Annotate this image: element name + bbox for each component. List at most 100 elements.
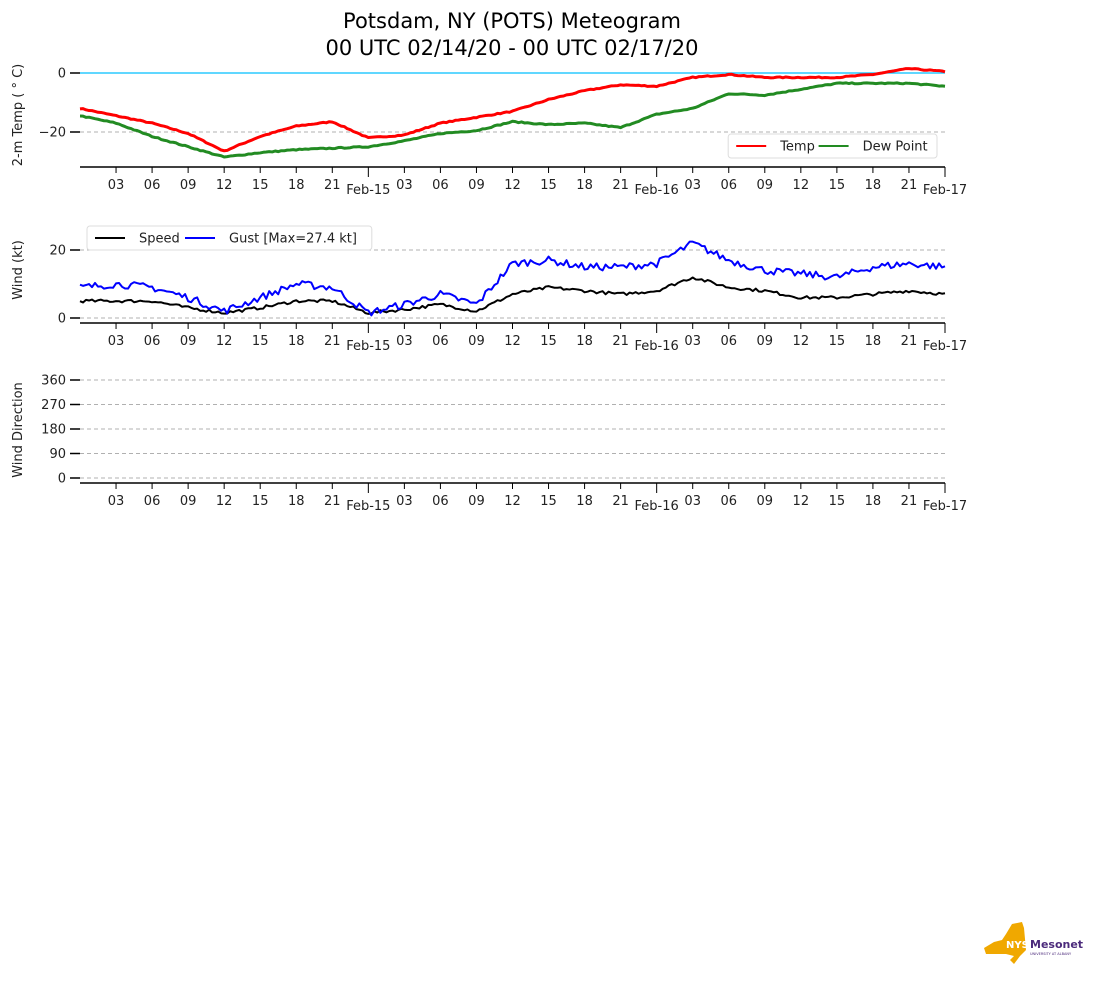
x-tick-label: 06 (720, 178, 737, 193)
y-tick-label: 0 (58, 67, 66, 82)
x-tick-label: 15 (829, 334, 846, 349)
x-tick-label: 21 (324, 178, 341, 193)
x-tick-label: 09 (757, 334, 774, 349)
x-tick-label: 03 (684, 494, 701, 509)
panel-wind: Wind (kt) 0 20 03 06 09 12 15 18 21 Feb-15 03 06 09 12… (11, 225, 967, 354)
x-tick-label: 18 (865, 494, 882, 509)
x-tick-label: 12 (504, 178, 521, 193)
x-tick-label: 21 (324, 494, 341, 509)
x-tick-label: 12 (504, 494, 521, 509)
series-speed-line (79, 276, 946, 315)
x-tick-label: 21 (901, 494, 918, 509)
x-tick-label: 15 (829, 494, 846, 509)
x-tick-label: Feb-15 (346, 499, 390, 514)
x-tick-label: 06 (432, 334, 449, 349)
x-tick-label: 12 (216, 494, 233, 509)
x-tick-label: 06 (432, 178, 449, 193)
x-tick-label: Feb-16 (635, 339, 679, 354)
x-tick-label: 15 (252, 494, 269, 509)
x-tick-label: 15 (540, 178, 557, 193)
y-tick-label: 0 (58, 472, 66, 487)
x-tick-label: 18 (288, 178, 305, 193)
y-tick-label: 180 (41, 423, 66, 438)
x-tick-label: 12 (504, 334, 521, 349)
x-tick-label: 18 (576, 334, 593, 349)
x-tick-label: 12 (793, 494, 810, 509)
series-gust-line (79, 240, 946, 317)
x-tick-label: 09 (180, 334, 197, 349)
x-tick-label: 12 (793, 334, 810, 349)
series-dew-point-line (79, 81, 946, 159)
x-tick-label: 03 (684, 334, 701, 349)
x-tick-label: 06 (144, 494, 161, 509)
x-tick-label: 03 (108, 334, 125, 349)
x-tick-label: 21 (612, 494, 629, 509)
legend-label: Dew Point (863, 140, 928, 155)
y-axis-label: Wind (kt) (11, 240, 26, 300)
x-tick-label: Feb-15 (346, 183, 390, 198)
legend: Temp Dew Point (727, 133, 938, 159)
x-tick-label: 06 (432, 494, 449, 509)
x-tick-label: 21 (901, 178, 918, 193)
x-tick-label: 06 (144, 178, 161, 193)
x-tick-label: 21 (901, 334, 918, 349)
x-tick-label: 06 (720, 494, 737, 509)
x-tick-label: Feb-16 (635, 499, 679, 514)
x-tick-label: 12 (793, 178, 810, 193)
x-tick-label: 12 (216, 334, 233, 349)
x-tick-label: 18 (865, 178, 882, 193)
chart-subtitle: 00 UTC 02/14/20 - 00 UTC 02/17/20 (326, 36, 699, 60)
x-tick-label: 15 (252, 178, 269, 193)
logo-nys-text: NYS (1006, 940, 1029, 951)
y-tick-label: 360 (41, 374, 66, 389)
x-tick-label: 09 (180, 494, 197, 509)
x-tick-label: 18 (576, 178, 593, 193)
x-tick-label: 18 (576, 494, 593, 509)
x-tick-label: 06 (720, 334, 737, 349)
nys-mesonet-logo: NYS Mesonet UNIVERSITY AT ALBANY (984, 920, 1084, 968)
x-tick-label: Feb-17 (923, 339, 967, 354)
x-tick-label: 09 (757, 494, 774, 509)
x-tick-label: 15 (540, 494, 557, 509)
x-tick-label: 21 (612, 178, 629, 193)
legend-box (86, 225, 373, 251)
ny-state-shape-icon (984, 922, 1026, 964)
x-tick-label: 18 (865, 334, 882, 349)
chart-title: Potsdam, NY (POTS) Meteogram (343, 9, 681, 33)
x-tick-label: 09 (180, 178, 197, 193)
x-tick-label: 18 (288, 334, 305, 349)
y-tick-label: −20 (39, 126, 66, 141)
x-tick-label: 09 (468, 178, 485, 193)
x-tick-label: 09 (468, 494, 485, 509)
legend: Speed Gust [Max=27.4 kt] (86, 225, 373, 251)
x-tick-label: 03 (396, 178, 413, 193)
x-tick-label: Feb-15 (346, 339, 390, 354)
x-tick-label: Feb-17 (923, 499, 967, 514)
x-tick-label: 18 (288, 494, 305, 509)
y-tick-label: 0 (58, 312, 66, 327)
x-tick-label: 09 (468, 334, 485, 349)
y-axis-label: 2-m Temp ( ° C) (11, 64, 26, 167)
x-tick-label: 21 (612, 334, 629, 349)
legend-label: Temp (779, 140, 815, 155)
x-tick-label: Feb-17 (923, 183, 967, 198)
logo-sub-text: UNIVERSITY AT ALBANY (1030, 952, 1072, 956)
x-tick-label: 09 (757, 178, 774, 193)
x-tick-label: 15 (252, 334, 269, 349)
y-tick-label: 90 (49, 447, 66, 462)
y-tick-label: 270 (41, 398, 66, 413)
x-tick-label: 21 (324, 334, 341, 349)
x-tick-label: Feb-16 (635, 183, 679, 198)
x-tick-label: 15 (540, 334, 557, 349)
panel-temperature: 2-m Temp ( ° C) 0 −20 03 06 09 12 15 18 21 Feb-15 0… (11, 64, 967, 198)
series-temp-line (79, 67, 946, 153)
y-axis-label: Wind Direction (11, 382, 26, 478)
x-tick-label: 03 (396, 334, 413, 349)
x-tick-label: 06 (144, 334, 161, 349)
x-tick-label: 12 (216, 178, 233, 193)
legend-label: Speed (139, 232, 180, 247)
legend-label: Gust [Max=27.4 kt] (229, 232, 357, 247)
x-tick-label: 03 (396, 494, 413, 509)
